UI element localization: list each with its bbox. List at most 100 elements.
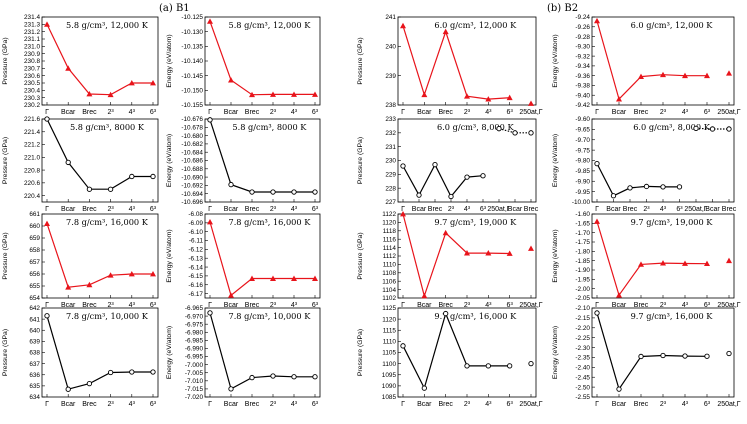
x-tick-label: 4³ (291, 206, 298, 213)
data-point-triangle (228, 77, 234, 83)
y-tick-label: 231.0 (24, 44, 40, 51)
y-tick-label: 654 (29, 295, 40, 302)
data-point-triangle (44, 220, 50, 226)
data-point-circle (86, 380, 93, 387)
x-tick-label: Brec (82, 401, 97, 408)
y-tick-label: 221.4 (24, 129, 40, 136)
x-tick-label: Bcar (61, 109, 76, 116)
y-tick-label: -9.80 (575, 158, 590, 165)
panel-label: 7.8 g/cm³, 10,000 K (66, 311, 149, 321)
data-point-triangle (485, 96, 492, 102)
data-point-circle (416, 192, 422, 198)
y-tick-label: -9.26 (575, 24, 590, 31)
y-tick-label: 1104 (382, 287, 396, 294)
data-point-circle (129, 369, 135, 375)
plot-frame (41, 118, 159, 203)
data-point-triangle (400, 211, 406, 217)
y-tick-label: 231.4 (24, 14, 40, 21)
x-tick-label: Brec (82, 302, 97, 309)
data-point-triangle (207, 18, 213, 24)
data-point-circle (480, 173, 486, 179)
data-point-triangle (594, 218, 600, 224)
x-tick-label: Γ (401, 401, 405, 408)
x-tick-label: Bcar (417, 109, 432, 116)
y-tick-label: 1105 (382, 350, 396, 357)
x-tick-label: 250at,Γ (519, 109, 542, 116)
data-point-circle (400, 343, 406, 349)
x-tick-label: 2³ (464, 109, 471, 116)
x-tick-label: 4³ (682, 302, 689, 309)
data-point-triangle (594, 17, 600, 24)
data-point-circle (312, 374, 318, 380)
x-tick-label: 2³ (270, 302, 277, 309)
data-point-circle (616, 386, 622, 392)
data-point-triangle (485, 250, 492, 256)
y-tick-label: -10.140 (181, 58, 203, 65)
data-point-triangle (704, 72, 710, 79)
y-tick-label: 657 (29, 259, 40, 266)
x-tick-label: 4³ (291, 302, 298, 309)
panel-label: 5.8 g/cm³, 8000 K (70, 122, 145, 132)
y-tick-label: -1.90 (575, 267, 590, 274)
data-point-triangle (150, 271, 156, 277)
y-tick-label: 231.1 (24, 36, 40, 43)
y-tick-label: 227 (385, 199, 396, 206)
series-line (402, 163, 484, 198)
y-tick-label: 638 (29, 350, 40, 357)
y-tick-label: 634 (29, 394, 40, 401)
data-point-triangle (249, 91, 255, 98)
chart-panel-b2-2-1: -1.60 -1.65 -1.70 -1.75 -1.80 -1.85 -1.90 -1.95… (552, 211, 741, 309)
x-tick-label: 6³ (150, 401, 157, 408)
data-point-circle (448, 193, 454, 200)
y-tick-label: 228 (385, 185, 396, 192)
y-tick-label: -6.13 (188, 255, 203, 262)
data-point-circle (86, 186, 93, 192)
data-point-circle (44, 313, 50, 319)
plot-frame (41, 307, 159, 398)
data-point-circle (627, 185, 633, 191)
data-point-triangle (291, 275, 297, 281)
y-axis-label: Energy (eV/atom) (166, 229, 173, 282)
data-point-circle (726, 126, 732, 132)
panel-label: 6.0 g/cm³, 12,000 K (631, 20, 714, 30)
x-tick-label: Brec (634, 401, 649, 408)
plot-frame (204, 16, 321, 106)
y-tick-label: 659 (29, 235, 40, 242)
y-tick-label: 231.3 (24, 22, 40, 29)
data-point-triangle (506, 94, 513, 101)
y-tick-label: -2.15 (575, 315, 590, 322)
y-tick-label: 231 (385, 144, 396, 151)
data-point-circle (464, 174, 470, 180)
y-tick-label: -10.135 (181, 44, 203, 51)
data-point-triangle (682, 72, 688, 79)
y-tick-label: 636 (29, 372, 40, 379)
data-point-triangle (86, 281, 93, 288)
x-tick-label: Bcar (606, 206, 621, 213)
data-point-circle (528, 130, 534, 136)
x-tick-label: Bcar (612, 401, 627, 408)
y-tick-label: -6.14 (188, 264, 203, 271)
y-tick-label: 221.0 (24, 155, 40, 162)
data-point-circle (507, 363, 513, 369)
x-tick-label: Bcar (224, 401, 239, 408)
series-line (596, 312, 708, 391)
data-point-triangle (528, 245, 534, 251)
x-tick-label: 4³ (682, 109, 689, 116)
y-axis-label: Pressure (GPa) (2, 232, 9, 279)
data-point-circle (150, 369, 156, 375)
y-tick-label: 1116 (383, 236, 397, 243)
x-tick-label: 6³ (507, 401, 514, 408)
y-tick-label: 240 (385, 44, 396, 51)
x-tick-label: Γ (595, 109, 599, 116)
x-tick-label: Bcar (705, 206, 720, 213)
y-tick-label: -10.690 (181, 174, 203, 181)
data-point-triangle (65, 284, 72, 290)
x-tick-label: Bcar (61, 206, 76, 213)
plot-frame (397, 307, 537, 398)
series-line (402, 213, 510, 298)
y-tick-label: -2.20 (575, 325, 590, 332)
y-tick-label: -7.005 (185, 370, 204, 377)
y-tick-label: -6.980 (185, 329, 204, 336)
y-tick-label: -7.020 (185, 394, 204, 401)
